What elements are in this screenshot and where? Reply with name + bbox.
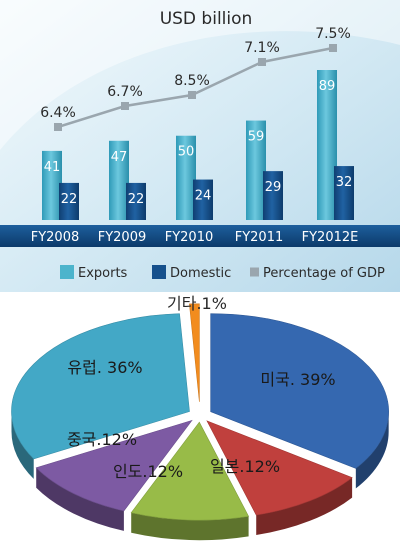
pie-slice-label: 중국.12% — [67, 430, 137, 449]
exports-bar-label: 59 — [248, 130, 265, 145]
legend-label: Exports — [78, 266, 128, 281]
pie-slice — [206, 420, 353, 516]
gdp-label: 8.5% — [174, 73, 210, 89]
pie-slice — [35, 419, 193, 512]
category-band — [0, 225, 400, 247]
exports-bar-label: 41 — [44, 160, 61, 175]
category-label: FY2008 — [31, 230, 80, 245]
pie-slice-side — [11, 411, 34, 479]
pie-slice-side — [256, 477, 353, 536]
chart-title: USD billion — [160, 9, 253, 29]
pie-slice-side — [355, 411, 389, 489]
pie-slice-label: 유럽. 36% — [67, 358, 142, 377]
exports-bar — [246, 120, 266, 220]
gdp-label: 6.7% — [107, 84, 143, 100]
exports-bar-label: 47 — [111, 150, 128, 165]
legend-swatch — [250, 267, 259, 277]
background-swoosh — [0, 0, 400, 150]
domestic-bar — [126, 182, 146, 220]
gdp-marker — [329, 44, 337, 52]
pie-slice-label: 일본.12% — [210, 457, 280, 476]
bar-chart: 41 22 47 22 50 24 59 29 89 32 6.4% 6.7% 8.5% 7.1% 7.5… — [0, 0, 400, 292]
gdp-marker — [188, 91, 196, 99]
domestic-bar-label: 32 — [336, 175, 353, 190]
domestic-bar-label: 24 — [195, 189, 212, 204]
legend-label: Percentage of GDP — [263, 266, 385, 281]
category-label: FY2012E — [302, 230, 359, 245]
category-label: FY2009 — [98, 230, 147, 245]
gdp-label: 6.4% — [40, 105, 76, 121]
category-label: FY2011 — [235, 230, 284, 245]
pie-slice-side — [36, 467, 124, 531]
gdp-label: 7.5% — [315, 26, 351, 42]
exports-bar — [42, 150, 62, 220]
pie-chart: 미국. 39% 일본.12% 인도.12% 중국.12% 유럽. 36% 기타.1% — [11, 295, 389, 541]
pie-slice — [189, 303, 200, 402]
domestic-bar — [334, 166, 354, 220]
legend-swatch — [152, 265, 166, 279]
legend-label: Domestic — [170, 266, 231, 281]
domestic-bar-label: 22 — [128, 192, 145, 207]
exports-bar — [317, 70, 337, 220]
domestic-bar-label: 29 — [265, 180, 282, 195]
category-label: FY2010 — [165, 230, 214, 245]
pie-slice — [130, 421, 250, 521]
exports-bar-label: 50 — [178, 145, 195, 160]
exports-bar-label: 89 — [319, 79, 336, 94]
gdp-label: 7.1% — [244, 40, 280, 56]
legend-swatch — [60, 265, 74, 279]
exports-bar — [109, 140, 129, 220]
pie-slice — [11, 313, 190, 460]
gdp-marker — [121, 102, 129, 110]
gdp-marker — [54, 123, 62, 131]
domestic-bar — [59, 182, 79, 220]
domestic-bar — [263, 171, 283, 220]
gdp-marker — [258, 58, 266, 66]
pie-slice-label: 기타.1% — [167, 295, 227, 313]
exports-bar — [176, 135, 196, 220]
pie-slice — [210, 313, 389, 469]
domestic-bar-label: 22 — [61, 192, 78, 207]
pie-slice-label: 미국. 39% — [260, 370, 335, 389]
domestic-bar — [193, 179, 213, 220]
pie-slice-label: 인도.12% — [113, 462, 183, 481]
